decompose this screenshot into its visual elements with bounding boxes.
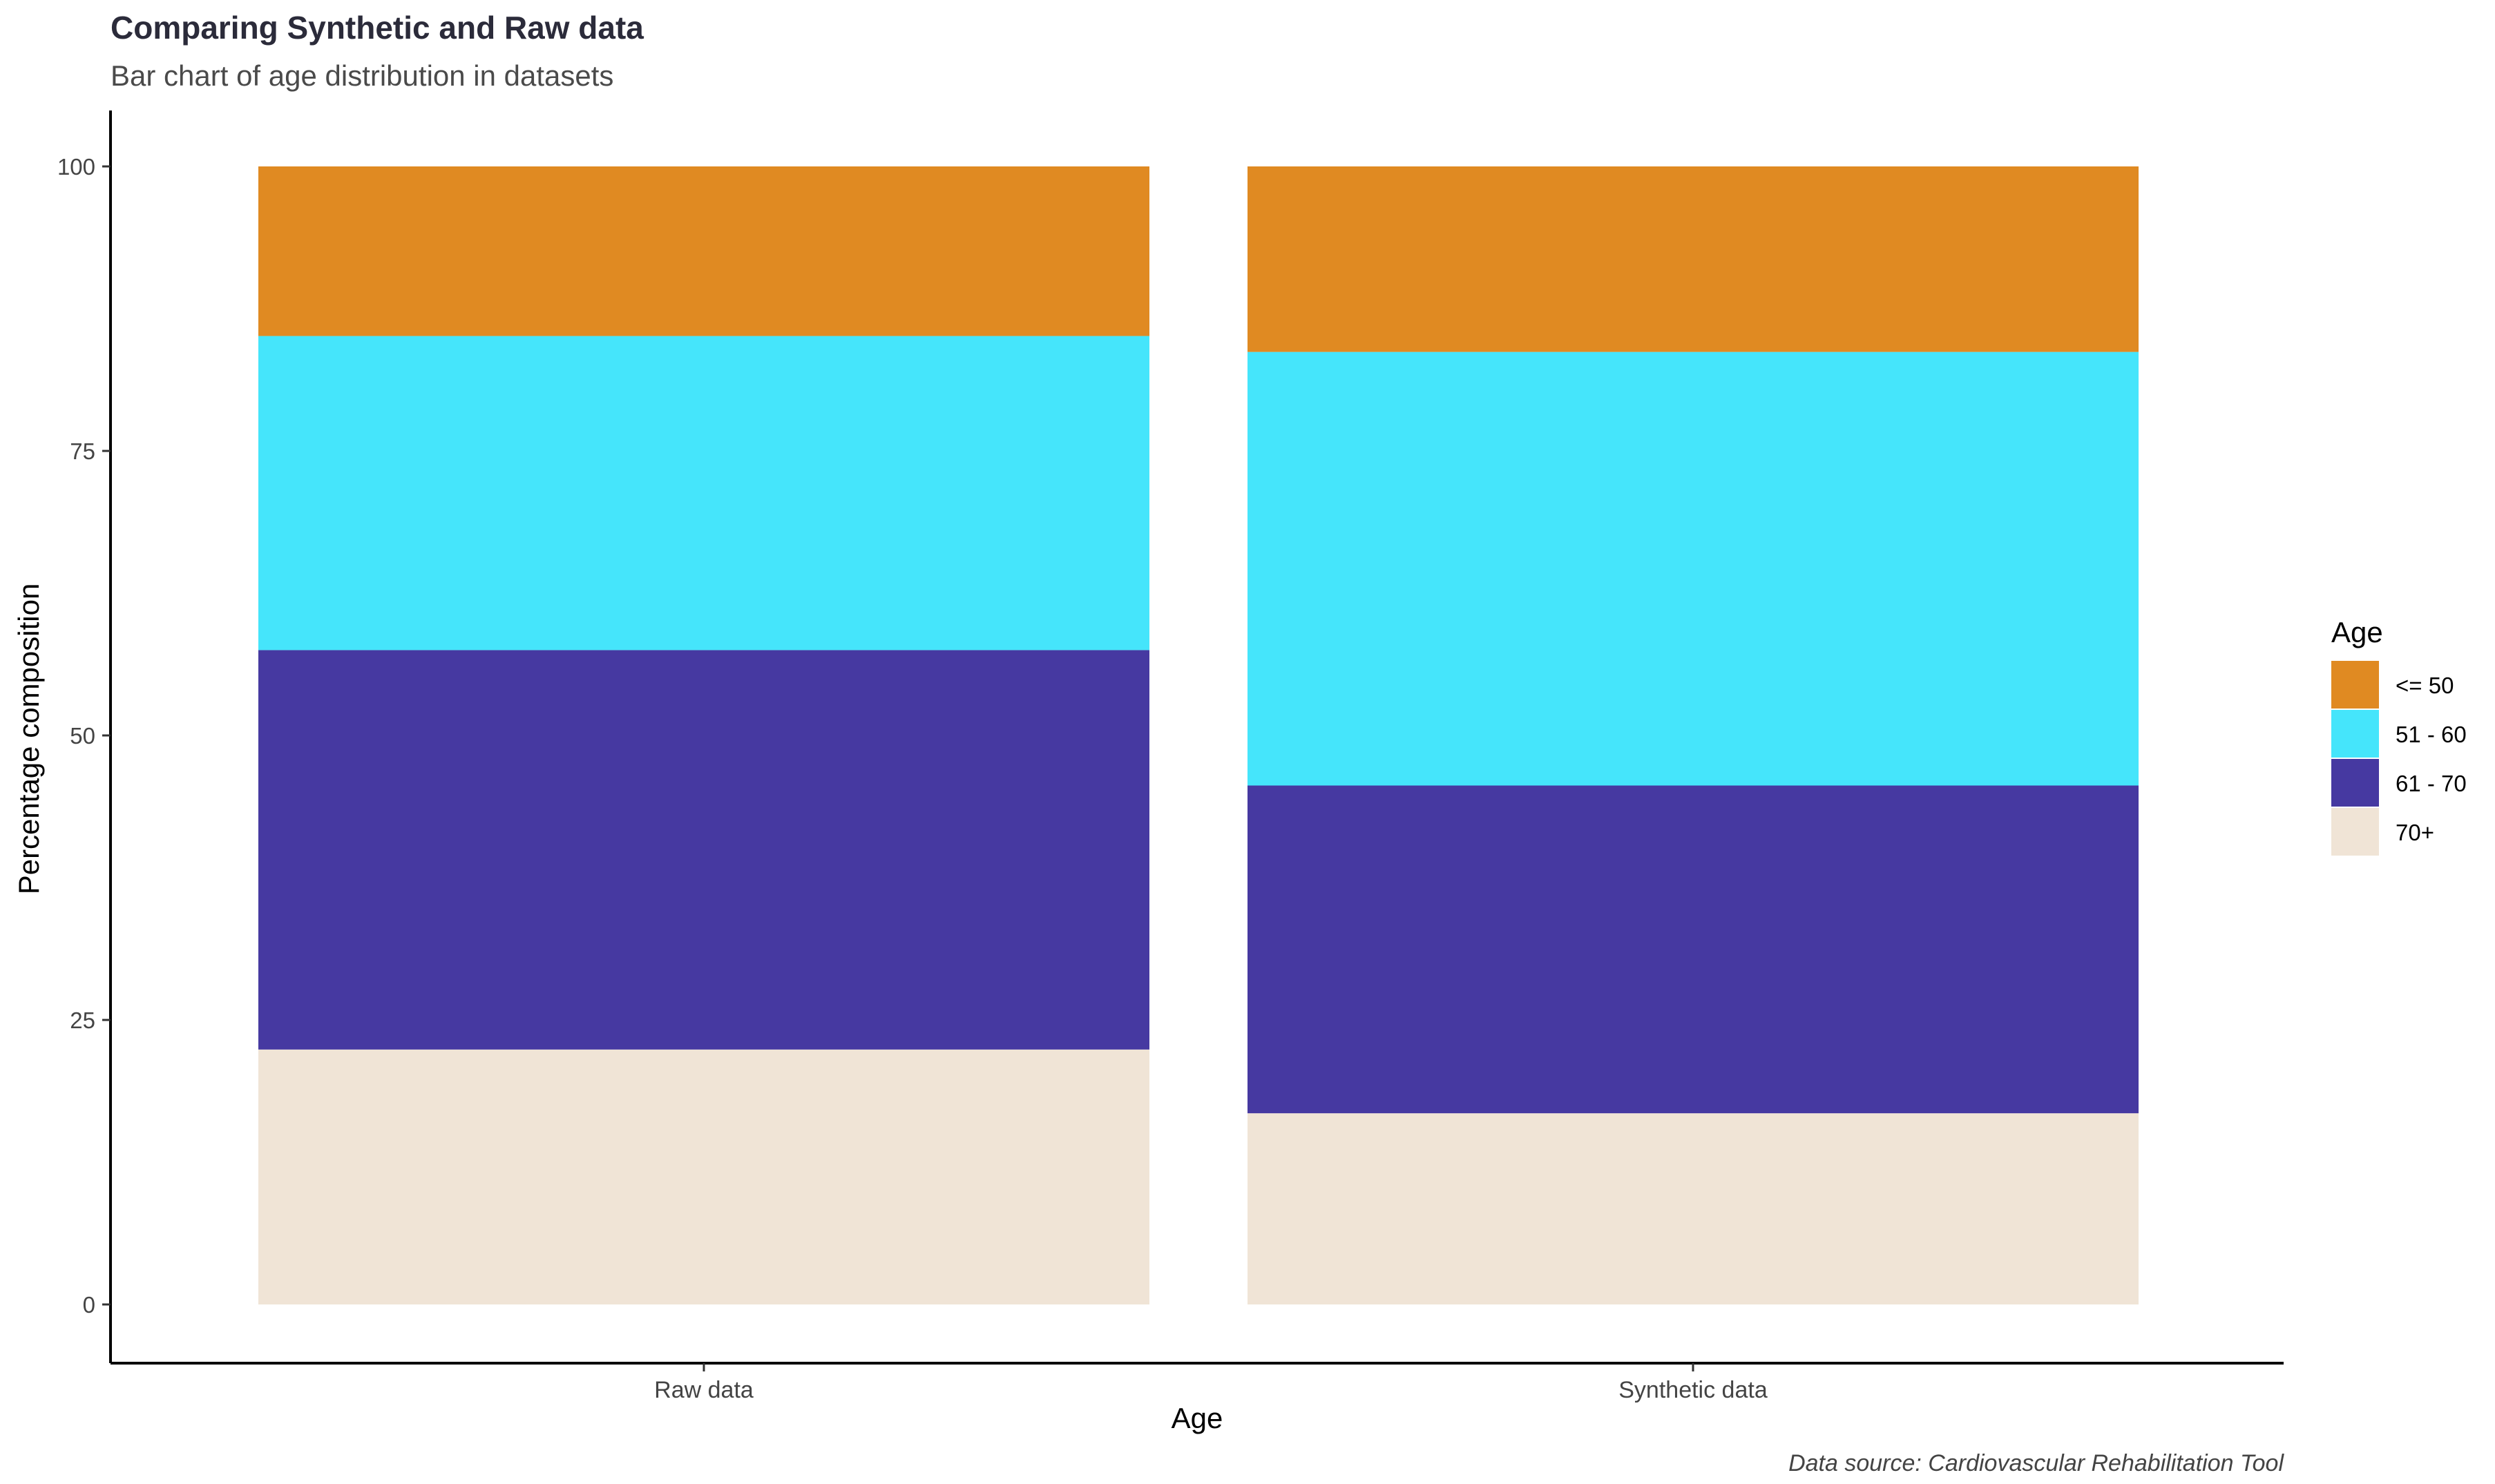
chart-title: Comparing Synthetic and Raw data — [111, 10, 644, 46]
bar-segment — [258, 166, 1149, 336]
bar-segment — [258, 650, 1149, 1050]
bar-segment — [258, 1049, 1149, 1304]
bar-segment — [1248, 785, 2139, 1114]
bar-segment — [258, 336, 1149, 651]
legend-swatch — [2331, 759, 2379, 807]
legend-title: Age — [2331, 616, 2383, 648]
x-tick-label: Synthetic data — [1618, 1377, 1768, 1403]
x-tick-label: Raw data — [654, 1377, 754, 1403]
legend-swatch — [2331, 710, 2379, 758]
legend-label: <= 50 — [2396, 673, 2454, 698]
bar-segment — [1248, 351, 2139, 786]
legend-label: 61 - 70 — [2396, 771, 2467, 796]
y-axis-title: Percentage composition — [12, 584, 45, 895]
legend: Age <= 50 51 - 60 61 - 70 70+ — [2331, 616, 2467, 856]
legend-label: 51 - 60 — [2396, 722, 2467, 747]
y-tick-label: 0 — [83, 1292, 95, 1318]
x-axis-title: Age — [1172, 1402, 1223, 1434]
legend-label: 70+ — [2396, 820, 2434, 845]
y-axis: 0 25 50 75 100 — [57, 110, 112, 1363]
bar-segment — [1248, 166, 2139, 352]
y-tick-label: 50 — [70, 723, 95, 749]
y-tick-label: 75 — [70, 439, 95, 464]
chart-caption: Data source: Cardiovascular Rehabilitati… — [1788, 1450, 2284, 1476]
legend-swatch — [2331, 808, 2379, 856]
bar-segment — [1248, 1113, 2139, 1304]
legend-swatch — [2331, 661, 2379, 709]
y-tick-label: 25 — [70, 1008, 95, 1033]
bars-group — [258, 166, 2139, 1304]
x-axis: Raw data Synthetic data — [111, 1362, 2284, 1403]
chart-subtitle: Bar chart of age distribution in dataset… — [111, 59, 613, 92]
y-tick-label: 100 — [57, 154, 95, 180]
